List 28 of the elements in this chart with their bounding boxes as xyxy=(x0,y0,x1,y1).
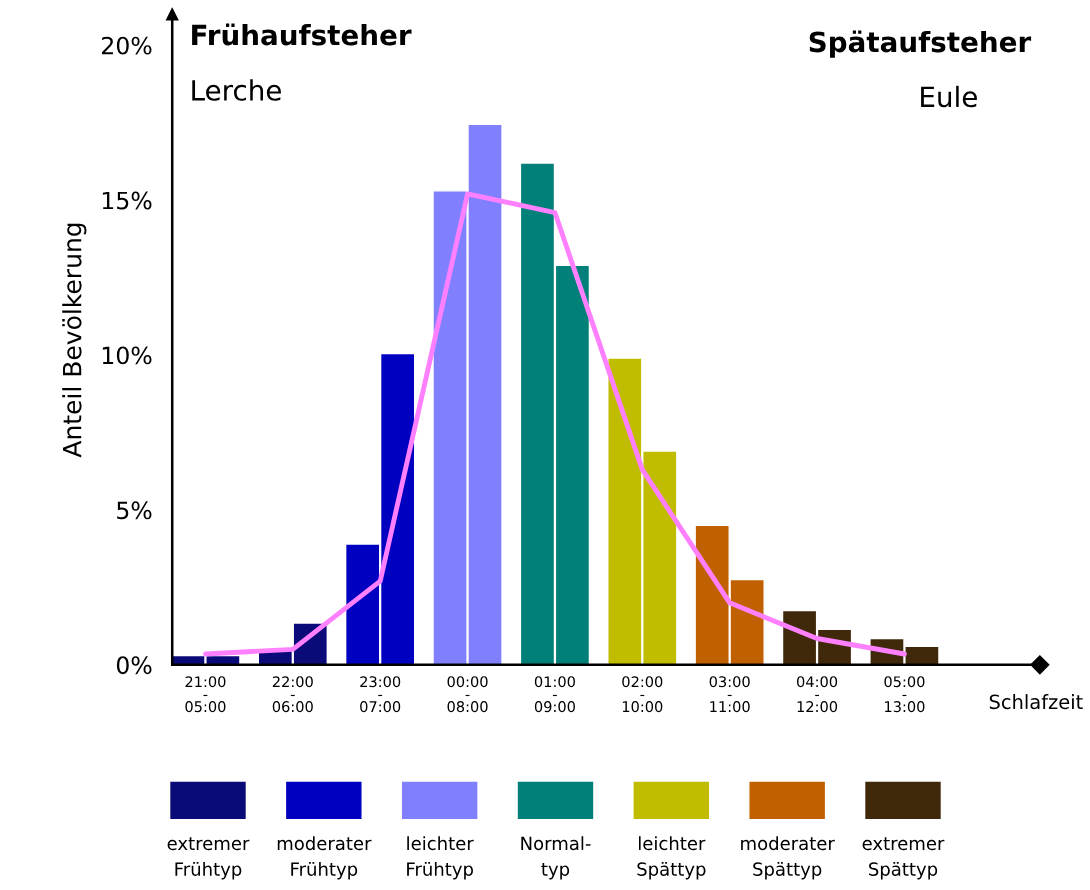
x-tick-label: 01:00 - 09:00 xyxy=(534,676,575,713)
legend-label: Normal- typ xyxy=(521,836,591,880)
legend-label: leichter Frühtyp xyxy=(407,836,474,880)
legend-label: extremer Frühtyp xyxy=(167,837,250,880)
x-tick-label: 02:00 - 10:00 xyxy=(622,676,663,713)
x-tick-label: 04:00 - 12:00 xyxy=(797,676,838,713)
annotation: Frühaufsteher xyxy=(192,23,412,46)
x-tick-label: 05:00 - 13:00 xyxy=(884,676,925,713)
y-tick-label: 5% xyxy=(117,501,152,520)
y-tick-label: 10% xyxy=(102,346,152,365)
y-tick-label: 20% xyxy=(102,36,152,55)
x-tick-label: 00:00 - 08:00 xyxy=(447,676,488,713)
legend-label: leichter Spättyp xyxy=(637,836,706,880)
x-tick-label: 21:00 - 05:00 xyxy=(185,676,226,713)
line-series xyxy=(202,191,907,657)
legend-label: extremer Spättyp xyxy=(862,837,945,880)
y-tick-label: 15% xyxy=(102,191,152,210)
x-tick-label: 22:00 - 06:00 xyxy=(272,676,313,713)
legend-label: moderater Frühtyp xyxy=(277,836,372,880)
legend-label: moderater Spättyp xyxy=(741,836,835,880)
y-tick-label: 0% xyxy=(116,656,152,675)
y-axis-title: Anteil Bevölkerung xyxy=(62,223,87,458)
annotation: Eule xyxy=(921,85,977,108)
annotation: Spätaufsteher xyxy=(809,30,1032,58)
x-tick-label: 23:00 - 07:00 xyxy=(360,676,401,713)
x-axis-title: Schlafzeit xyxy=(989,694,1083,710)
x-tick-label: 03:00 - 11:00 xyxy=(709,676,750,713)
annotation: Lerche xyxy=(192,79,281,101)
